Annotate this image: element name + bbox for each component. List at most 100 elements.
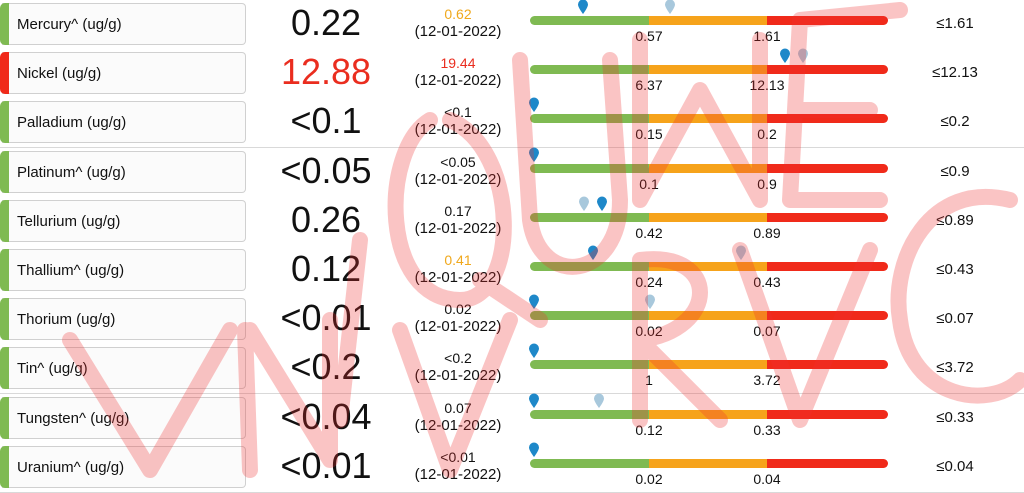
analyte-name-cell: Tellurium (ug/g) xyxy=(0,200,246,242)
range-tick-low: 0.24 xyxy=(635,274,663,290)
result-value: 12.88 xyxy=(280,51,372,92)
current-marker-icon xyxy=(780,48,791,63)
current-marker-icon xyxy=(528,442,539,457)
analyte-name-cell: Thallium^ (ug/g) xyxy=(0,249,246,291)
analyte-name: Palladium (ug/g) xyxy=(17,114,127,131)
range-tick-low: 1 xyxy=(645,372,653,388)
previous-result: 0.07 (12-01-2022) xyxy=(398,400,518,434)
range-borderline xyxy=(649,360,767,369)
table-row: Mercury^ (ug/g) 0.22 0.62 (12-01-2022) 0.57 1… xyxy=(0,0,1024,50)
previous-result: 0.41 (12-01-2022) xyxy=(398,252,518,286)
analyte-name: Thallium^ (ug/g) xyxy=(17,262,125,279)
reference-range: ≤0.89 xyxy=(936,212,974,229)
analyte-name: Nickel (ug/g) xyxy=(17,65,102,82)
range-borderline xyxy=(649,164,767,173)
range-normal xyxy=(530,164,649,173)
status-indicator xyxy=(0,397,9,439)
range-tick-low: 0.42 xyxy=(635,225,663,241)
previous-marker-icon xyxy=(594,393,605,408)
range-tick-low: 0.1 xyxy=(639,176,659,192)
analyte-name: Mercury^ (ug/g) xyxy=(17,16,122,33)
range-tick-low: 0.12 xyxy=(635,422,663,438)
previous-result: <0.2 (12-01-2022) xyxy=(398,350,518,384)
analyte-name-cell: Nickel (ug/g) xyxy=(0,52,246,94)
previous-marker-icon xyxy=(664,0,675,14)
previous-value: <0.2 xyxy=(444,350,472,366)
range-normal xyxy=(530,65,649,74)
previous-marker-icon xyxy=(578,196,589,211)
range-normal xyxy=(530,459,649,468)
range-normal xyxy=(530,360,649,369)
previous-value: 19.44 xyxy=(440,55,476,71)
previous-date: (12-01-2022) xyxy=(414,318,502,335)
reference-range: ≤0.9 xyxy=(940,163,970,180)
result-value: 0.22 xyxy=(290,2,362,43)
range-borderline xyxy=(649,65,767,74)
range-bar xyxy=(530,114,888,123)
result-value: 0.12 xyxy=(290,248,362,289)
result-value: <0.01 xyxy=(280,297,372,338)
current-marker-icon xyxy=(588,245,598,260)
range-tick-high: 0.04 xyxy=(753,471,781,487)
range-tick-low: 0.57 xyxy=(635,28,663,44)
current-marker-icon xyxy=(528,393,539,408)
range-bar xyxy=(530,16,888,25)
analyte-name: Platinum^ (ug/g) xyxy=(17,164,126,181)
status-indicator xyxy=(0,446,9,488)
analyte-name-cell: Tungsten^ (ug/g) xyxy=(0,397,246,439)
range-high xyxy=(767,459,888,468)
previous-value: <0.05 xyxy=(440,154,476,170)
range-bar xyxy=(530,213,888,222)
previous-result: <0.1 (12-01-2022) xyxy=(398,104,518,138)
range-borderline xyxy=(649,114,767,123)
previous-value: 0.02 xyxy=(444,301,472,317)
status-indicator xyxy=(0,200,9,242)
result-value: <0.2 xyxy=(290,346,362,387)
range-high xyxy=(767,16,888,25)
range-tick-high: 0.9 xyxy=(757,176,777,192)
previous-date: (12-01-2022) xyxy=(414,269,502,286)
range-bar xyxy=(530,459,888,468)
range-normal xyxy=(530,410,649,419)
previous-date: (12-01-2022) xyxy=(414,466,502,483)
range-tick-high: 1.61 xyxy=(753,28,781,44)
previous-date: (12-01-2022) xyxy=(414,171,502,188)
analyte-name-cell: Uranium^ (ug/g) xyxy=(0,446,246,488)
result-value: <0.05 xyxy=(280,150,372,191)
previous-result: 0.62 (12-01-2022) xyxy=(398,6,518,40)
previous-value: 0.62 xyxy=(444,6,472,22)
range-high xyxy=(767,164,888,173)
table-row: Platinum^ (ug/g) <0.05 <0.05 (12-01-2022) 0.… xyxy=(0,147,1024,198)
table-row: Tungsten^ (ug/g) <0.04 0.07 (12-01-2022) 0.1… xyxy=(0,393,1024,444)
analyte-name-cell: Tin^ (ug/g) xyxy=(0,347,246,389)
result-value: <0.04 xyxy=(280,396,372,437)
range-tick-low: 0.02 xyxy=(635,323,663,339)
previous-value: 0.07 xyxy=(444,400,472,416)
previous-result: <0.05 (12-01-2022) xyxy=(398,154,518,188)
range-tick-high: 3.72 xyxy=(753,372,781,388)
analyte-name: Uranium^ (ug/g) xyxy=(17,459,125,476)
current-marker-icon xyxy=(528,294,539,309)
previous-date: (12-01-2022) xyxy=(414,220,502,237)
range-high xyxy=(767,262,888,271)
previous-date: (12-01-2022) xyxy=(414,72,502,89)
previous-marker-icon xyxy=(736,245,747,260)
range-high xyxy=(767,65,888,74)
range-tick-high: 0.43 xyxy=(753,274,781,290)
table-row: Tin^ (ug/g) <0.2 <0.2 (12-01-2022) 1 3.72 ≤3.7… xyxy=(0,343,1024,394)
previous-value: 0.17 xyxy=(444,203,472,219)
range-tick-high: 0.07 xyxy=(753,323,781,339)
range-tick-low: 0.15 xyxy=(635,126,663,142)
table-row: Palladium (ug/g) <0.1 <0.1 (12-01-2022) 0.15… xyxy=(0,97,1024,148)
reference-range: ≤0.2 xyxy=(940,113,970,130)
previous-date: (12-01-2022) xyxy=(414,23,502,40)
previous-result: 0.17 (12-01-2022) xyxy=(398,203,518,237)
range-borderline xyxy=(649,262,767,271)
previous-date: (12-01-2022) xyxy=(414,121,502,138)
range-tick-high: 0.2 xyxy=(757,126,777,142)
range-borderline xyxy=(649,410,767,419)
range-bar xyxy=(530,360,888,369)
table-row: Thorium (ug/g) <0.01 0.02 (12-01-2022) 0.02 0… xyxy=(0,294,1024,345)
table-row: Nickel (ug/g) 12.88 19.44 (12-01-2022) 6.37 1… xyxy=(0,48,1024,99)
status-indicator xyxy=(0,298,9,340)
